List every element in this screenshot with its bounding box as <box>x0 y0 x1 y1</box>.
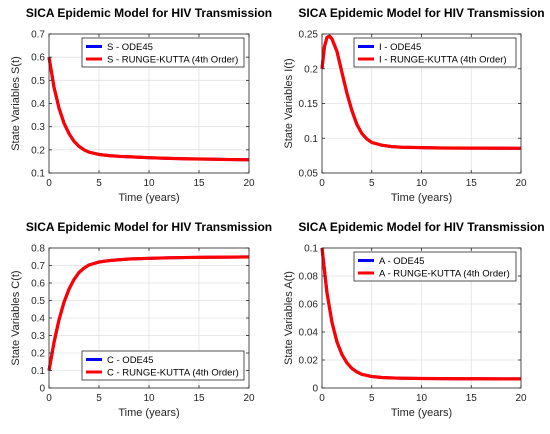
chart-title: SICA Epidemic Model for HIV Transmission <box>26 220 272 234</box>
legend-entry-2: C - RUNGE-KUTTA (4th Order) <box>107 367 239 378</box>
x-axis-label: Time (years) <box>118 192 179 204</box>
x-tick-label: 15 <box>193 393 205 404</box>
x-tick-label: 5 <box>369 393 375 404</box>
x-tick-label: 10 <box>143 178 155 189</box>
y-tick-label: 0.6 <box>31 279 45 290</box>
series-line-2 <box>320 34 522 150</box>
x-axis-label: Time (years) <box>118 407 179 419</box>
legend-entry-2: A - RUNGE-KUTTA (4th Order) <box>379 268 510 279</box>
series-line-2 <box>47 255 250 371</box>
y-tick-label: 0.4 <box>31 99 45 110</box>
x-tick-label: 5 <box>96 393 102 404</box>
legend-box <box>353 37 517 68</box>
y-tick-label: 0.1 <box>304 134 318 145</box>
chart-title: SICA Epidemic Model for HIV Transmission <box>298 220 544 234</box>
y-tick-label: 0.15 <box>299 99 319 110</box>
y-tick-label: 0.5 <box>31 296 45 307</box>
y-tick-label: 0.04 <box>299 328 319 339</box>
y-tick-label: 0.3 <box>31 122 45 133</box>
y-tick-label: 0.4 <box>31 314 45 325</box>
x-tick-label: 0 <box>319 178 325 189</box>
y-axis-label: State Variables S(t) <box>10 56 22 151</box>
chart-panel-3: 0 5 10 15 20 0 0.1 0.2 0.3 0.4 0.5 0.6 0.7 0.8 SICA Ep… <box>10 220 272 419</box>
y-tick-label: 0.08 <box>299 272 319 283</box>
legend-box <box>353 251 517 282</box>
chart-panel-2: 0 5 10 15 20 0.05 0.1 0.15 0.2 0.25 SICA Epidemic … <box>283 6 545 204</box>
y-tick-label: 0.05 <box>299 169 319 180</box>
x-tick-label: 10 <box>143 393 155 404</box>
x-tick-label: 20 <box>515 178 527 189</box>
y-tick-label: 0.1 <box>31 366 45 377</box>
x-tick-label: 10 <box>416 178 428 189</box>
x-tick-label: 0 <box>319 393 325 404</box>
x-tick-label: 0 <box>46 393 52 404</box>
legend-entry-1: S - ODE45 <box>107 42 153 53</box>
x-tick-label: 0 <box>46 178 52 189</box>
chart-panel-4: 0 5 10 15 20 0 0.02 0.04 0.06 0.08 0.1 SICA Epidemi… <box>283 220 545 419</box>
x-tick-label: 5 <box>96 178 102 189</box>
y-tick-label: 0.7 <box>31 261 45 272</box>
y-tick-label: 0.1 <box>304 244 318 255</box>
x-tick-label: 20 <box>243 178 255 189</box>
series-line-2 <box>47 56 250 162</box>
y-tick-label: 0.7 <box>31 30 45 41</box>
legend-entry-2: S - RUNGE-KUTTA (4th Order) <box>107 54 238 65</box>
y-tick-label: 0 <box>312 384 318 395</box>
y-axis-label: State Variables C(t) <box>10 270 22 365</box>
y-tick-label: 0.25 <box>299 30 319 41</box>
y-tick-label: 0.2 <box>31 349 45 360</box>
legend-entry-1: C - ODE45 <box>107 355 153 366</box>
legend-box <box>81 350 245 381</box>
legend-entry-1: I - ODE45 <box>379 42 421 53</box>
y-axis-label: State Variables A(t) <box>283 271 295 365</box>
y-tick-label: 0.02 <box>299 356 319 367</box>
y-tick-label: 0.2 <box>31 145 45 156</box>
legend-box <box>81 37 245 68</box>
y-tick-label: 0.6 <box>31 53 45 64</box>
y-tick-label: 0.2 <box>304 64 318 75</box>
legend-entry-2: I - RUNGE-KUTTA (4th Order) <box>379 54 507 65</box>
series-line-2 <box>320 247 521 381</box>
chart-title: SICA Epidemic Model for HIV Transmission <box>298 6 544 20</box>
x-tick-label: 15 <box>193 178 205 189</box>
x-tick-label: 10 <box>416 393 428 404</box>
y-tick-label: 0.8 <box>31 244 45 255</box>
x-axis-label: Time (years) <box>391 192 452 204</box>
y-tick-label: 0.5 <box>31 76 45 87</box>
legend-entry-1: A - ODE45 <box>379 256 424 267</box>
x-axis-label: Time (years) <box>391 407 452 419</box>
x-tick-label: 15 <box>466 178 478 189</box>
y-tick-label: 0 <box>39 384 45 395</box>
y-tick-label: 0.3 <box>31 331 45 342</box>
x-tick-label: 5 <box>369 178 375 189</box>
x-tick-label: 20 <box>515 393 527 404</box>
x-tick-label: 20 <box>243 393 255 404</box>
y-axis-label: State Variables I(t) <box>283 58 295 148</box>
y-tick-label: 0.1 <box>31 169 45 180</box>
chart-panel-1: 0 5 10 15 20 0.1 0.2 0.3 0.4 0.5 0.6 0.7 SICA Epidem… <box>10 6 272 204</box>
y-tick-label: 0.06 <box>299 300 319 311</box>
chart-title: SICA Epidemic Model for HIV Transmission <box>26 6 272 20</box>
x-tick-label: 15 <box>466 393 478 404</box>
